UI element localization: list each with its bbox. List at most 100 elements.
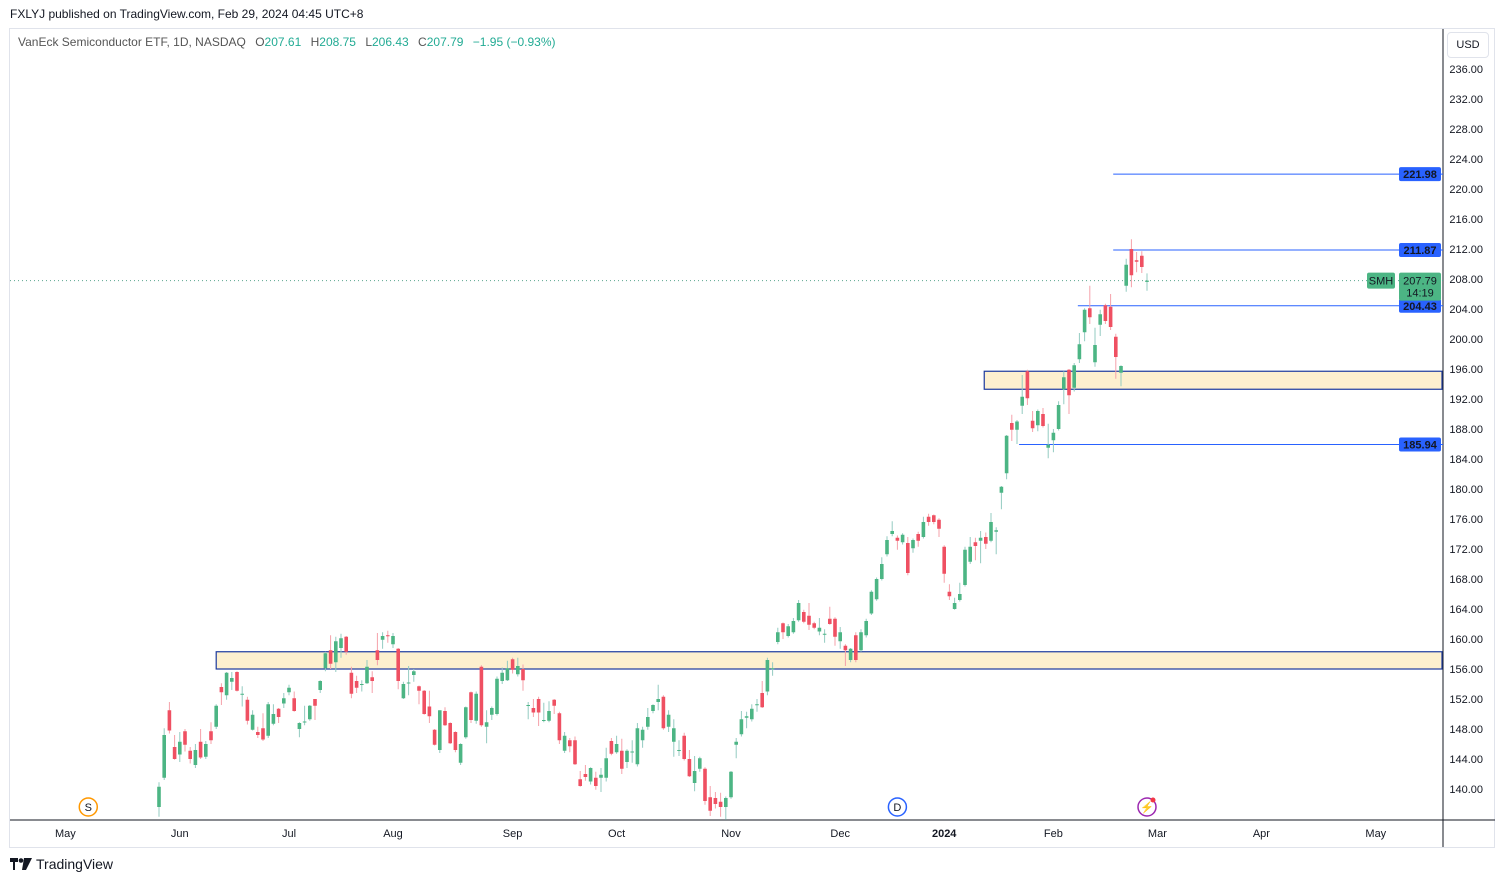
candle[interactable] (484, 710, 489, 744)
candle[interactable] (536, 696, 541, 726)
candle[interactable] (838, 627, 842, 649)
candle[interactable] (578, 771, 582, 787)
candle[interactable] (968, 537, 972, 564)
candle[interactable] (542, 702, 546, 723)
candle[interactable] (391, 633, 395, 648)
candle[interactable] (266, 702, 270, 738)
candle[interactable] (620, 738, 624, 774)
candle[interactable] (755, 699, 759, 712)
candle[interactable] (916, 531, 920, 547)
candle[interactable] (360, 680, 364, 692)
candle[interactable] (906, 537, 910, 576)
candle[interactable] (1051, 429, 1056, 453)
candle[interactable] (157, 782, 161, 817)
candle[interactable] (1072, 363, 1076, 392)
candle[interactable] (495, 676, 499, 716)
candle[interactable] (401, 681, 406, 699)
candle[interactable] (859, 629, 863, 652)
candle[interactable] (854, 632, 858, 663)
candle[interactable] (427, 690, 432, 723)
candle[interactable] (958, 582, 962, 602)
candle[interactable] (292, 691, 296, 712)
candle[interactable] (666, 710, 671, 732)
candle[interactable] (625, 749, 629, 768)
candle[interactable] (973, 537, 978, 561)
candle[interactable] (198, 729, 203, 759)
candle[interactable] (718, 792, 723, 817)
candle[interactable] (516, 657, 520, 677)
candle[interactable] (833, 617, 837, 646)
candle[interactable] (1036, 409, 1040, 432)
candle[interactable] (817, 618, 822, 636)
candle[interactable] (1140, 251, 1144, 273)
candle[interactable] (614, 735, 619, 754)
candle[interactable] (474, 691, 478, 724)
candle[interactable] (245, 696, 250, 725)
candle[interactable] (1030, 411, 1035, 432)
candle[interactable] (396, 648, 400, 690)
candle[interactable] (469, 691, 473, 724)
candle[interactable] (531, 699, 536, 717)
candle[interactable] (271, 704, 276, 726)
candle[interactable] (432, 729, 437, 746)
candle[interactable] (890, 521, 894, 537)
candle[interactable] (562, 732, 567, 753)
candle[interactable] (1103, 303, 1108, 324)
candle[interactable] (744, 711, 749, 729)
candle[interactable] (656, 684, 660, 711)
candle[interactable] (942, 545, 946, 583)
candle[interactable] (750, 704, 754, 722)
candle[interactable] (781, 622, 785, 640)
candle[interactable] (874, 577, 879, 601)
candle[interactable] (162, 728, 166, 780)
candle[interactable] (308, 705, 312, 721)
candle[interactable] (885, 536, 889, 557)
candle[interactable] (365, 660, 369, 684)
candle[interactable] (599, 768, 603, 792)
candle[interactable] (417, 685, 421, 705)
candle[interactable] (458, 743, 463, 765)
candle[interactable] (406, 666, 411, 696)
candle[interactable] (230, 672, 234, 690)
candle[interactable] (1145, 273, 1149, 291)
candle[interactable] (703, 767, 707, 805)
candle[interactable] (708, 786, 712, 816)
candle[interactable] (183, 729, 187, 752)
candle[interactable] (547, 701, 551, 723)
candle[interactable] (812, 621, 816, 630)
candle[interactable] (687, 750, 692, 777)
candle[interactable] (947, 584, 952, 600)
candle[interactable] (1124, 258, 1128, 292)
candle[interactable] (978, 531, 983, 564)
candle[interactable] (999, 486, 1004, 510)
candle[interactable] (646, 708, 650, 730)
candle[interactable] (297, 722, 302, 738)
candle[interactable] (1119, 365, 1123, 387)
candle[interactable] (287, 684, 291, 696)
candle[interactable] (802, 609, 806, 624)
candle[interactable] (526, 702, 530, 720)
candle[interactable] (911, 538, 915, 553)
candle[interactable] (588, 767, 593, 785)
candle[interactable] (807, 603, 811, 630)
candle[interactable] (828, 606, 832, 625)
support-resistance-zone[interactable] (215, 651, 1443, 670)
candle[interactable] (224, 672, 229, 700)
candle[interactable] (713, 792, 718, 809)
candle[interactable] (1041, 408, 1045, 428)
candle[interactable] (188, 747, 192, 764)
candle[interactable] (167, 702, 172, 734)
candle[interactable] (989, 513, 993, 543)
candle[interactable] (1046, 423, 1050, 459)
candle[interactable] (448, 722, 452, 744)
candle[interactable] (724, 796, 728, 820)
candle[interactable] (1082, 308, 1087, 342)
candle[interactable] (339, 633, 343, 658)
candle[interactable] (302, 705, 307, 726)
candle[interactable] (765, 657, 770, 696)
candle[interactable] (422, 690, 426, 715)
candle[interactable] (1020, 375, 1024, 414)
candle[interactable] (1062, 371, 1066, 405)
candle[interactable] (235, 671, 239, 692)
candle[interactable] (900, 533, 905, 545)
